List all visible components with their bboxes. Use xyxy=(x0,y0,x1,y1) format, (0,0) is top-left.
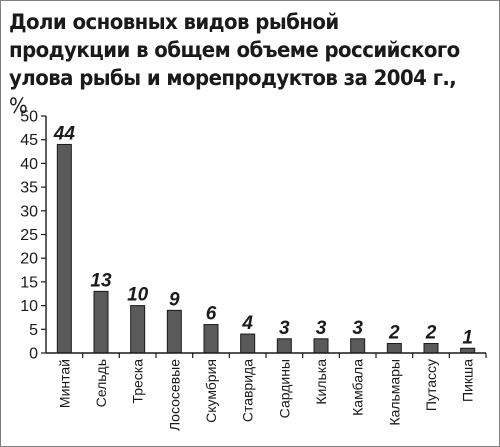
y-tick-label: 40 xyxy=(20,156,38,173)
x-axis: Минтай Сельдь Треска Лососевые Скумбрия Ставр… xyxy=(46,352,487,431)
bar xyxy=(350,338,366,354)
data-label: 2 xyxy=(425,323,437,344)
y-tick-label: 45 xyxy=(20,132,38,149)
category-label: Лососевые xyxy=(166,359,182,431)
category-label: Треска xyxy=(130,359,146,404)
bar xyxy=(130,305,146,354)
category-label: Минтай xyxy=(56,359,72,408)
data-label: 10 xyxy=(127,285,149,306)
category-label: Скумбрия xyxy=(203,359,219,423)
data-labels: 44 13 10 9 6 4 3 3 3 2 2 1 xyxy=(53,123,473,348)
data-label: 4 xyxy=(241,313,253,334)
category-label: Камбала xyxy=(350,359,366,416)
data-label: 13 xyxy=(90,270,112,291)
y-tick-label: 10 xyxy=(20,298,38,315)
y-tick-label: 30 xyxy=(20,203,38,220)
category-label: Сардины xyxy=(276,359,292,418)
data-label: 3 xyxy=(279,318,290,339)
y-tick-label: 5 xyxy=(29,322,38,339)
bar xyxy=(56,143,72,354)
data-label: 3 xyxy=(352,318,363,339)
data-label: 6 xyxy=(206,304,217,325)
data-label: 44 xyxy=(53,123,76,144)
y-tick-label: 35 xyxy=(20,180,38,197)
y-tick-label: 15 xyxy=(20,274,38,291)
chart-title: Доли основных видов рыбной продукции в о… xyxy=(9,8,460,120)
chart-title-main: Доли основных видов рыбной продукции в о… xyxy=(9,10,460,90)
y-tick-label: 0 xyxy=(29,346,38,363)
data-label: 3 xyxy=(316,318,327,339)
data-label: 9 xyxy=(169,289,180,310)
bar xyxy=(166,309,182,354)
bar xyxy=(423,343,439,354)
data-label: 2 xyxy=(388,323,400,344)
y-tick-label: 25 xyxy=(20,227,38,244)
y-axis: 0 5 10 15 20 25 30 35 40 45 50 xyxy=(20,109,47,363)
category-label: Пикша xyxy=(460,359,476,402)
category-label: Ставрида xyxy=(240,359,256,422)
bar xyxy=(93,290,109,354)
bar xyxy=(386,343,402,354)
category-label: Килька xyxy=(313,359,329,405)
bar xyxy=(240,333,256,354)
category-label: Сельдь xyxy=(93,359,109,407)
chart-title-unit: % xyxy=(9,94,28,118)
bar xyxy=(313,338,329,354)
category-label: Кальмары xyxy=(386,359,402,426)
y-tick-label: 50 xyxy=(20,109,38,126)
bar xyxy=(276,338,292,354)
bar xyxy=(460,347,476,354)
data-label: 1 xyxy=(462,327,473,348)
category-label: Путассу xyxy=(423,359,439,411)
y-tick-label: 20 xyxy=(20,251,38,268)
bar xyxy=(203,324,219,354)
bars xyxy=(56,143,476,354)
